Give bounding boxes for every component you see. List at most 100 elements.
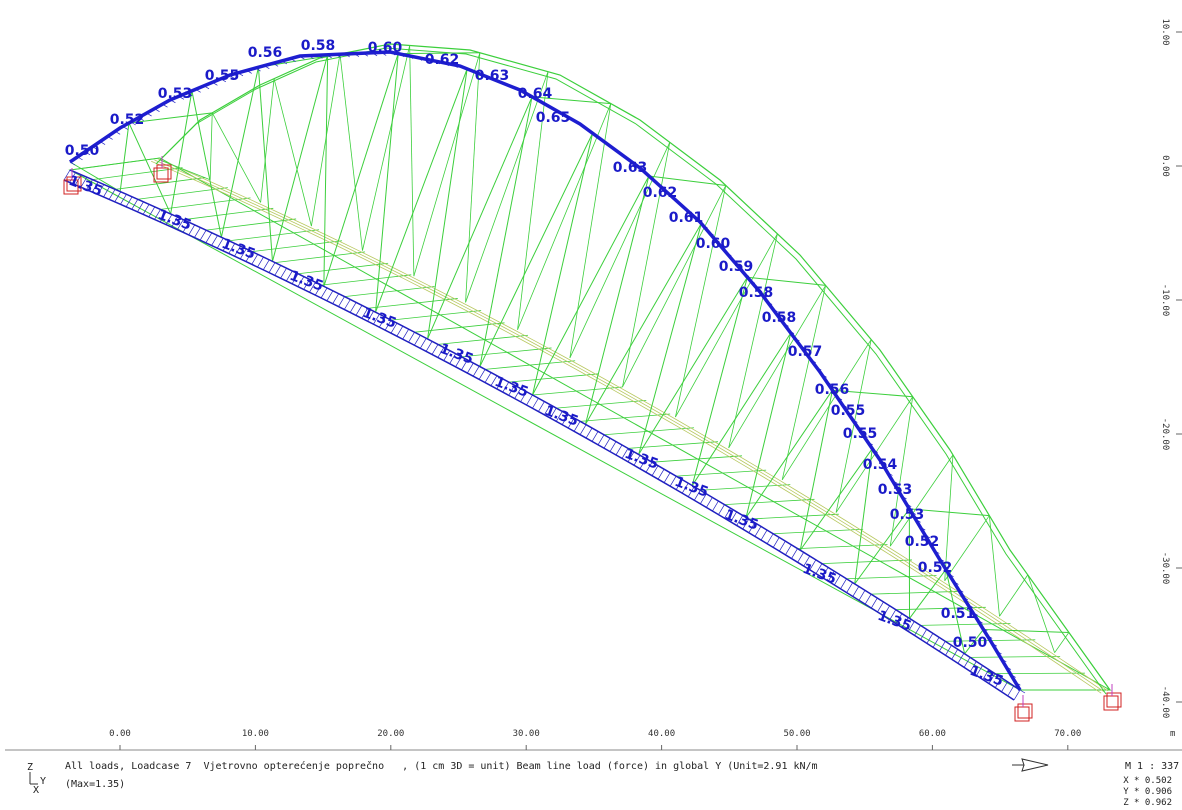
hanger [584,223,702,425]
hanger [638,276,748,455]
load-hatch [396,325,404,337]
deck-crossbeam [228,229,320,242]
load-hatch [976,665,983,676]
scale-factor: Y * 0.906 [1123,787,1172,797]
arch-load-label: 0.65 [536,110,571,126]
load-hatch [205,232,213,243]
load-hatch [171,216,178,228]
hanger [532,133,594,396]
load-hatch [108,189,116,200]
support [1106,692,1122,708]
hanger [159,159,211,181]
x-tick-label: 50.00 [783,729,810,739]
load-hatch [579,424,587,435]
hanger [273,78,312,227]
hanger [260,78,275,203]
hanger [728,285,826,449]
deck-crossbeam [920,623,1011,626]
load-hatch [627,451,635,463]
load-hatch [314,284,322,296]
arch-load-label: 0.57 [788,344,823,360]
hanger [999,574,1029,617]
load-hatch [532,398,539,409]
load-hatch [419,338,427,349]
axes: 0.00 10.00 20.00 30.00 40.00 50.00 60.00 70.00 m… [109,18,1182,750]
arch-load-label: 0.56 [248,45,283,61]
support [156,164,172,180]
hanger [638,223,702,455]
x-tick-label: 40.00 [648,729,675,739]
deck-crossbeam [274,251,366,263]
deck-crossbeam [251,240,343,252]
support [153,167,169,183]
load-hatch [437,347,445,358]
hanger [854,508,910,585]
hanger [584,175,650,425]
arch-load-label: 0.52 [918,560,953,576]
load-hatch [320,287,328,299]
load-hatch [748,522,756,533]
deck-crossbeam [797,544,888,549]
load-hatch [182,222,190,233]
load-hatch [538,401,545,412]
hanger [944,454,954,581]
load-hatch [754,526,762,537]
hanger [323,54,329,287]
load-hatch [693,490,701,501]
load-hatch [982,669,990,680]
hanger [375,53,399,313]
deck-crossbeam [748,513,839,520]
load-hatch [408,332,415,343]
load-edge [63,179,1015,701]
hanger [964,629,984,655]
load-hatch [228,243,236,254]
arch-load-label: 0.63 [475,68,510,84]
deck-crossbeam [437,334,529,345]
hanger [517,103,612,330]
x-tick-label: 30.00 [513,729,540,739]
load-hatch [573,421,581,432]
arch-load-label: 0.58 [739,285,774,301]
load-hatch [700,493,707,505]
hanger [1027,574,1055,653]
load-hatch [165,214,173,225]
deck-crossbeam [183,207,274,221]
load-hatch [461,359,468,371]
axis-icon-label: Y [40,776,46,787]
load-hatch [216,237,224,249]
arch-brace [531,96,611,105]
load-hatch [326,290,334,302]
arch-load-label: 0.52 [905,534,940,550]
hanger [988,515,1000,617]
deck-crossbeam [846,575,937,580]
load-hatch [373,314,380,325]
deck-crossbeam [137,187,228,200]
arch-load-label: 0.62 [425,52,460,68]
deck-crossbeam [160,197,251,210]
load-hatch [994,677,1002,688]
hanger [691,277,748,486]
arch-load-label: 0.58 [301,38,336,54]
load-hatch [86,179,93,190]
load-hatch [443,350,451,361]
load-hatch [222,240,230,251]
load-hatch [355,305,363,316]
deck-crossbeam [700,484,791,491]
z-tick-label: 0.00 [1160,155,1170,177]
load-hatch [883,605,890,616]
load-hatch [384,319,392,331]
arch-load-label: 0.59 [719,259,754,275]
load-hatch [803,555,811,567]
load-hatch [120,194,127,205]
load-hatch [361,308,369,319]
load-hatch [821,567,829,578]
deck-crossbeam [298,262,389,275]
load-hatch [988,673,996,684]
hanger [170,90,193,215]
load-hatch [125,196,133,207]
arch-brace [747,276,826,286]
arch-load-label: 0.55 [843,426,878,442]
load-hatch [877,601,884,613]
load-hatch [926,633,934,644]
